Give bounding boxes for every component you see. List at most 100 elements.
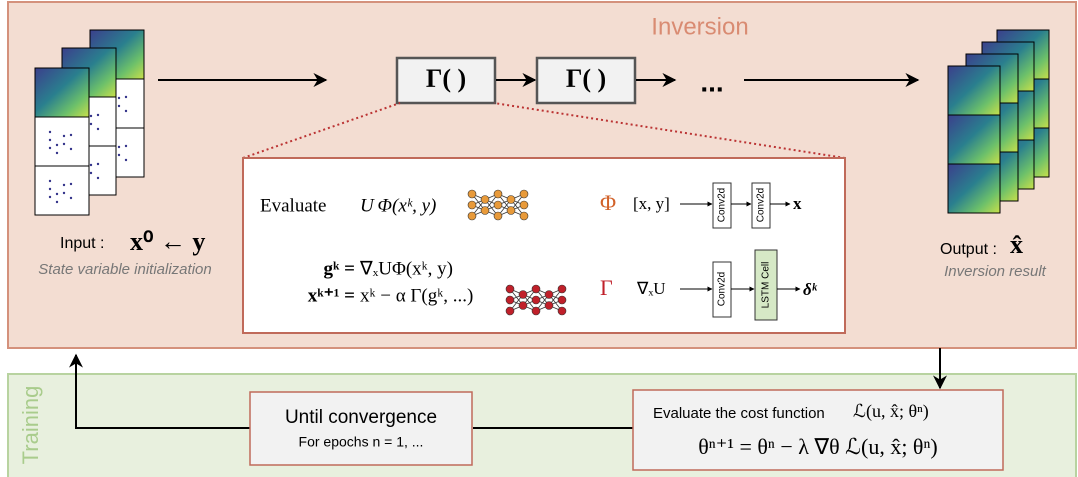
layer-box — [712, 182, 732, 229]
operator-box — [395, 56, 497, 105]
formula: xᵏ⁺¹ = — [308, 285, 355, 306]
obs-dot — [55, 200, 59, 204]
obs-dot — [48, 179, 52, 183]
obs-dot — [89, 122, 93, 126]
cost-formula: ℒ(u, x̂; θⁿ) — [853, 401, 929, 422]
obs-dot — [69, 182, 73, 186]
obs-dot — [69, 196, 73, 200]
image-stacks — [34, 29, 1050, 216]
obs-dot — [124, 109, 128, 113]
formula: xᵏ − α Γ(gᵏ, ...) — [360, 285, 473, 306]
loop-box — [249, 391, 473, 466]
obs-dot — [48, 130, 52, 134]
update-formula: θⁿ⁺¹ = θⁿ − λ ∇θ ℒ(u, x̂; θⁿ) — [698, 434, 937, 459]
obs-dot — [48, 138, 52, 142]
layer-box — [754, 249, 778, 321]
zoom-line — [493, 102, 846, 159]
net-node — [519, 189, 529, 199]
image-tile — [34, 67, 90, 118]
phi-output: x — [793, 194, 802, 213]
input-formula: x⁰ ← y — [130, 227, 205, 256]
output-formula: x̂ — [1010, 230, 1023, 259]
cost-box — [632, 389, 1004, 471]
obs-dot — [55, 192, 59, 196]
net-node — [480, 195, 490, 204]
operator-box — [535, 56, 637, 105]
net-node — [557, 284, 567, 294]
layer-label: Conv2d — [717, 188, 728, 222]
obs-dot — [55, 143, 59, 147]
gamma-output: δᵏ — [803, 280, 818, 299]
evaluate-label: Evaluate — [260, 195, 326, 216]
obs-dot — [117, 153, 121, 157]
net-node — [557, 306, 567, 316]
section-title: Training — [18, 386, 43, 465]
layer-label: Conv2d — [756, 188, 767, 222]
arrow — [69, 353, 250, 429]
net-node — [531, 295, 541, 305]
net-node — [506, 195, 516, 204]
caption: State variable initialization — [38, 261, 211, 278]
net-node — [505, 306, 515, 316]
obs-tile — [34, 165, 90, 216]
obs-dot — [89, 171, 93, 175]
gamma-input: ∇ₓU — [636, 279, 666, 298]
obs-dot — [96, 113, 100, 117]
phi-input: [x, y] — [633, 194, 670, 213]
net-node — [467, 200, 477, 210]
loop-subtitle: For epochs n = 1, ... — [299, 434, 424, 450]
image-tile — [947, 65, 1001, 116]
layer-box — [751, 182, 771, 229]
net-node — [467, 189, 477, 199]
output-label: Output : — [940, 241, 997, 258]
obs-dot — [48, 195, 52, 199]
net-node — [544, 301, 554, 310]
net-node — [493, 200, 503, 210]
obs-dot — [117, 96, 121, 100]
net-node — [467, 211, 477, 221]
obs-dot — [55, 151, 59, 155]
operator: Γ( ) — [426, 64, 466, 93]
obs-dot — [96, 162, 100, 166]
obs-dot — [69, 147, 73, 151]
layer-label: Conv2d — [717, 272, 728, 306]
net-node — [493, 211, 503, 221]
obs-dot — [96, 176, 100, 180]
phi-symbol: Φ — [600, 190, 616, 215]
net-node — [506, 206, 516, 215]
obs-dot — [62, 142, 66, 146]
obs-dot — [62, 183, 66, 187]
net-node — [518, 290, 528, 299]
formula: U Φ(xᵏ, y) — [360, 195, 436, 216]
obs-dot — [117, 104, 121, 108]
obs-dot — [69, 133, 73, 137]
net-node — [518, 301, 528, 310]
gamma-symbol: Γ — [600, 275, 613, 300]
network-icons — [467, 189, 567, 316]
layer-label: LSTM Cell — [761, 262, 772, 309]
net-node — [544, 290, 554, 299]
obs-dot — [89, 114, 93, 118]
net-node — [505, 295, 515, 305]
formula: ∇ₓUΦ(xᵏ, y) — [359, 258, 453, 279]
formula: gᵏ = — [324, 258, 355, 279]
net-node — [519, 211, 529, 221]
net-node — [531, 306, 541, 316]
loop-title: Until convergence — [285, 407, 437, 428]
obs-dot — [124, 144, 128, 148]
net-node — [519, 200, 529, 210]
net-node — [493, 189, 503, 199]
obs-tile — [34, 116, 90, 167]
image-tile — [947, 114, 1001, 165]
obs-dot — [96, 127, 100, 131]
ellipsis: ... — [700, 66, 723, 97]
obs-dot — [124, 158, 128, 162]
obs-dot — [62, 134, 66, 138]
obs-dot — [117, 145, 121, 149]
obs-dot — [89, 163, 93, 167]
net-node — [480, 206, 490, 215]
obs-dot — [62, 191, 66, 195]
image-tile — [947, 163, 1001, 214]
